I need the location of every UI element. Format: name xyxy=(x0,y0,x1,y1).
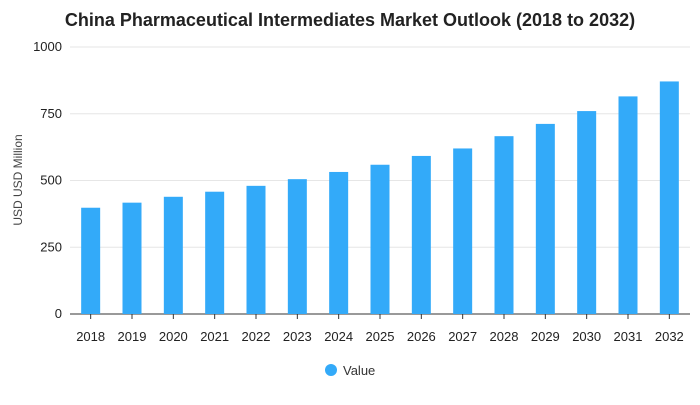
y-tick-label: 0 xyxy=(55,306,62,321)
bar[interactable] xyxy=(246,185,266,314)
x-tick-label: 2031 xyxy=(614,329,643,344)
x-tick-label: 2030 xyxy=(572,329,601,344)
bar[interactable] xyxy=(411,155,431,314)
bar[interactable] xyxy=(577,111,597,314)
y-tick-label: 250 xyxy=(40,239,62,254)
x-axis-ticks: 2018 2019 2020 2021 2022 2023 2024 2025 2026 2027… xyxy=(76,314,684,344)
bar[interactable] xyxy=(494,136,514,314)
bar[interactable] xyxy=(122,202,142,314)
x-tick-label: 2027 xyxy=(448,329,477,344)
legend-label: Value xyxy=(343,363,375,378)
x-tick-label: 2020 xyxy=(159,329,188,344)
x-tick-label: 2024 xyxy=(324,329,353,344)
y-axis-ticks: 0 250 500 750 1000 xyxy=(33,39,62,321)
bar[interactable] xyxy=(287,179,307,314)
bar[interactable] xyxy=(453,148,473,314)
x-tick-label: 2022 xyxy=(242,329,271,344)
bar[interactable] xyxy=(163,196,183,314)
x-tick-label: 2021 xyxy=(200,329,229,344)
x-tick-label: 2019 xyxy=(118,329,147,344)
bar[interactable] xyxy=(535,123,555,315)
x-tick-label: 2028 xyxy=(490,329,519,344)
x-tick-label: 2023 xyxy=(283,329,312,344)
x-tick-label: 2029 xyxy=(531,329,560,344)
bar[interactable] xyxy=(659,81,679,315)
y-axis-label: USD USD Million xyxy=(11,134,25,225)
bar[interactable] xyxy=(205,191,225,314)
y-tick-label: 500 xyxy=(40,173,62,188)
x-tick-label: 2018 xyxy=(76,329,105,344)
legend-marker xyxy=(325,364,337,376)
y-tick-label: 1000 xyxy=(33,39,62,54)
legend[interactable]: Value xyxy=(325,363,375,378)
x-tick-label: 2026 xyxy=(407,329,436,344)
y-tick-label: 750 xyxy=(40,106,62,121)
bar[interactable] xyxy=(329,171,349,314)
bar-series xyxy=(81,81,679,315)
bar[interactable] xyxy=(618,96,638,315)
bar[interactable] xyxy=(370,164,390,314)
bar[interactable] xyxy=(81,207,101,314)
chart-title: China Pharmaceutical Intermediates Marke… xyxy=(65,10,635,30)
x-tick-label: 2025 xyxy=(366,329,395,344)
x-tick-label: 2032 xyxy=(655,329,684,344)
